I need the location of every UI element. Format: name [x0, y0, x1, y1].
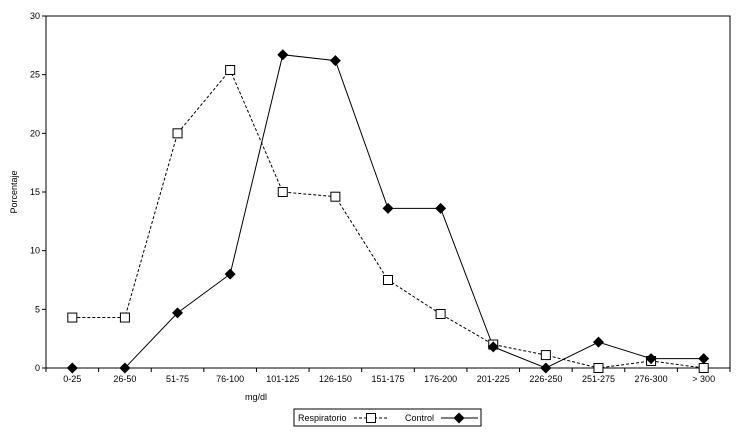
y-axis-title: Porcentaje: [9, 170, 19, 213]
x-axis: 0-25 26-50 51-75 76-100 101-125 126-150 151-17…: [45, 368, 731, 384]
data-point-respiratorio: [172, 128, 183, 139]
data-point-respiratorio: [119, 312, 130, 323]
y-tick-label: 20: [30, 128, 40, 138]
data-point-respiratorio: [698, 363, 709, 373]
data-point-control: [592, 336, 604, 348]
y-tick-label: 30: [30, 11, 40, 21]
x-tick-label: 276-300: [635, 374, 668, 384]
legend-marker-control: [453, 412, 465, 424]
data-point-control: [540, 362, 552, 374]
y-tick-label: 15: [30, 187, 40, 197]
data-point-respiratorio: [330, 191, 341, 202]
y-tick-label: 10: [30, 246, 40, 256]
series-layer: [66, 49, 710, 374]
x-axis-title: mg/dl: [245, 392, 267, 402]
data-point-control: [66, 362, 78, 374]
data-point-respiratorio: [67, 312, 78, 323]
x-tick-label: 201-225: [477, 374, 510, 384]
data-point-control: [645, 353, 657, 365]
y-tick-label: 5: [35, 304, 40, 314]
x-tick-label: > 300: [692, 374, 715, 384]
legend-label-respiratorio: Respiratorio: [298, 413, 347, 423]
x-tick-label: 151-175: [371, 374, 404, 384]
plot-area: [45, 15, 731, 369]
x-tick-label: 251-275: [582, 374, 615, 384]
data-point-control: [435, 202, 447, 214]
data-point-respiratorio: [383, 275, 393, 285]
x-tick-label: 26-50: [113, 374, 136, 384]
x-tick-label: 126-150: [319, 374, 352, 384]
x-tick-label: 101-125: [266, 374, 299, 384]
data-point-respiratorio: [540, 350, 551, 361]
x-tick-label: 226-250: [529, 374, 562, 384]
x-tick-label: 176-200: [424, 374, 457, 384]
data-point-control: [119, 362, 131, 374]
y-tick-label: 25: [30, 70, 40, 80]
data-point-respiratorio: [225, 64, 236, 75]
data-point-control: [277, 49, 289, 61]
data-point-control: [487, 341, 499, 353]
legend-marker-respiratorio: [366, 413, 376, 423]
data-point-control: [172, 307, 184, 319]
data-point-respiratorio: [277, 187, 288, 197]
x-tick-label: 76-100: [216, 374, 244, 384]
data-point-respiratorio: [593, 363, 604, 373]
data-point-control: [224, 268, 236, 280]
x-tick-label: 51-75: [166, 374, 189, 384]
y-axis: 0 5 10 15 20 25 30: [30, 11, 46, 373]
y-tick-label: 0: [35, 363, 40, 373]
legend-box: [293, 408, 482, 427]
data-point-respiratorio: [435, 309, 446, 320]
data-point-control: [698, 353, 710, 365]
x-tick-label: 0-25: [63, 374, 81, 384]
legend: Respiratorio Control: [293, 408, 482, 427]
legend-label-control: Control: [405, 413, 434, 423]
data-point-control: [382, 202, 394, 214]
data-point-control: [329, 55, 341, 67]
